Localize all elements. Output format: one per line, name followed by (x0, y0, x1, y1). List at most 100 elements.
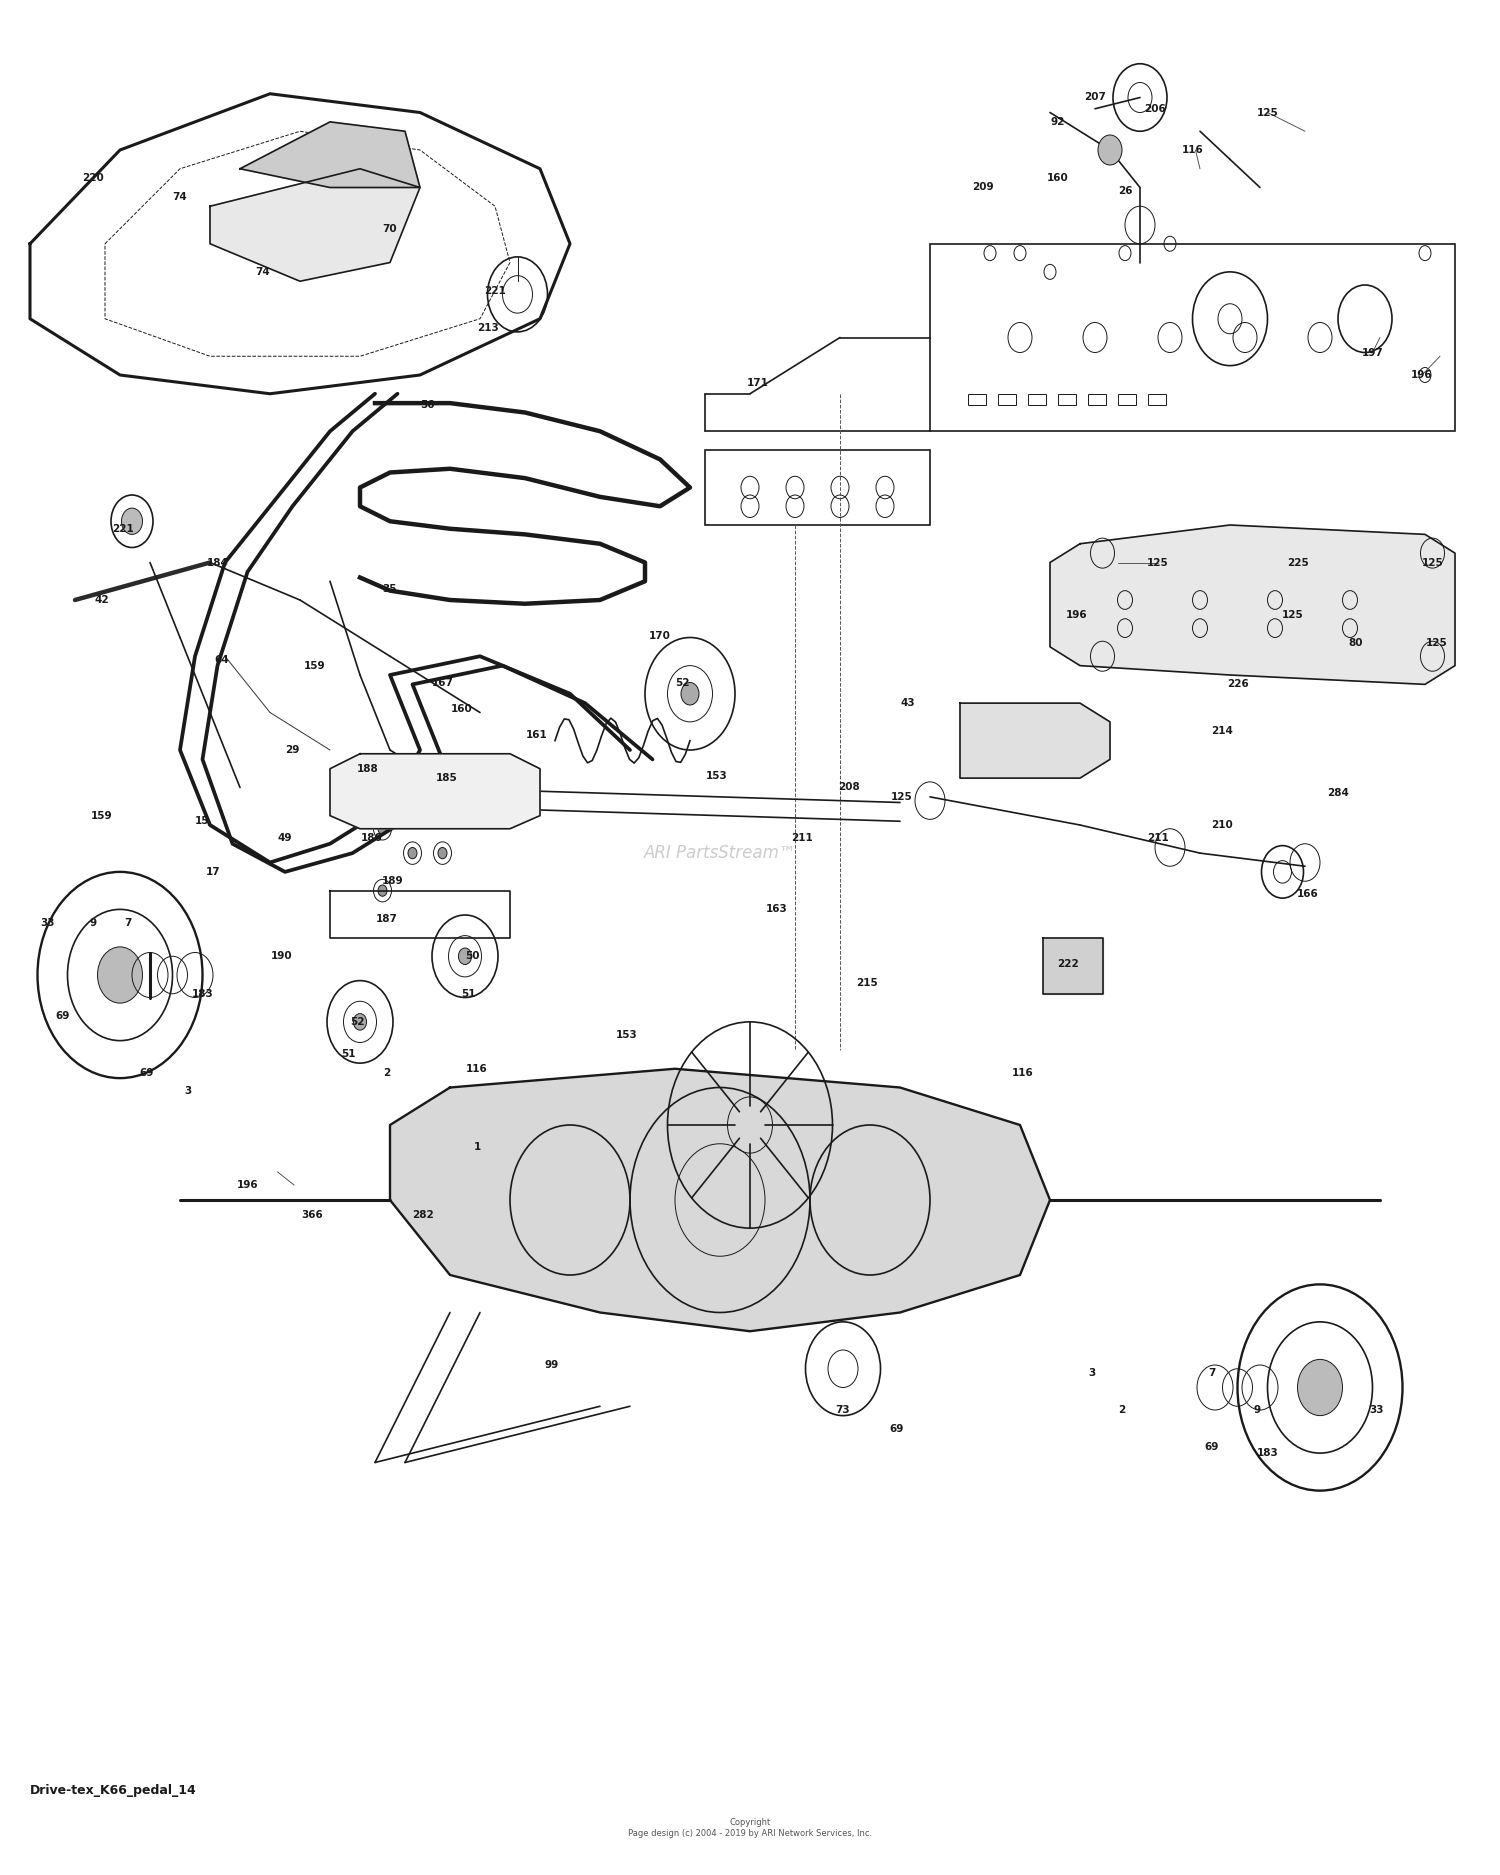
Polygon shape (210, 169, 420, 281)
Text: 64: 64 (214, 654, 230, 666)
Text: 159: 159 (304, 660, 326, 671)
Text: 69: 69 (890, 1423, 904, 1434)
Text: 207: 207 (1084, 92, 1106, 103)
Text: 170: 170 (650, 630, 670, 641)
Text: 160: 160 (1047, 172, 1068, 184)
Text: 116: 116 (1182, 144, 1203, 156)
Text: 214: 214 (1212, 726, 1233, 737)
Text: ARI PartsStream™: ARI PartsStream™ (644, 844, 796, 862)
Text: 225: 225 (1287, 557, 1308, 568)
Text: 161: 161 (526, 729, 548, 741)
Text: 183: 183 (1257, 1448, 1278, 1459)
Text: 188: 188 (357, 763, 378, 774)
Text: 166: 166 (1298, 889, 1318, 900)
Text: 51: 51 (460, 988, 476, 999)
Text: 52: 52 (675, 677, 690, 688)
Text: 163: 163 (766, 904, 788, 915)
Text: 282: 282 (413, 1209, 434, 1221)
Bar (1148, 394, 1166, 405)
Text: 7: 7 (124, 917, 130, 928)
Bar (1028, 394, 1045, 405)
Circle shape (122, 508, 142, 534)
Text: 69: 69 (1204, 1442, 1219, 1453)
Text: 208: 208 (839, 782, 860, 793)
Text: 1: 1 (474, 1142, 480, 1153)
Text: 2: 2 (1119, 1404, 1125, 1416)
Circle shape (1298, 1359, 1342, 1416)
Polygon shape (240, 122, 420, 188)
Circle shape (378, 823, 387, 834)
Text: 171: 171 (747, 377, 768, 388)
Text: 184: 184 (207, 557, 228, 568)
Text: 51: 51 (340, 1048, 356, 1059)
Text: 125: 125 (1426, 638, 1448, 649)
Text: 160: 160 (452, 703, 472, 714)
Polygon shape (330, 754, 540, 829)
Text: 284: 284 (1328, 788, 1348, 799)
Text: 153: 153 (706, 771, 728, 782)
Text: 189: 189 (382, 876, 404, 887)
Text: 197: 197 (1362, 347, 1383, 358)
Text: 210: 210 (1212, 819, 1233, 831)
Text: 196: 196 (1412, 369, 1432, 381)
Text: 99: 99 (544, 1359, 560, 1371)
Text: 366: 366 (302, 1209, 322, 1221)
Text: 125: 125 (1257, 107, 1278, 118)
Text: 222: 222 (1058, 958, 1078, 969)
Text: 3: 3 (184, 1086, 190, 1097)
Text: 33: 33 (40, 917, 56, 928)
Text: 167: 167 (432, 677, 453, 688)
Text: 15: 15 (195, 816, 210, 827)
Circle shape (303, 191, 357, 259)
Text: 52: 52 (350, 1016, 364, 1028)
Text: 26: 26 (1118, 186, 1132, 197)
Text: 2: 2 (384, 1067, 390, 1078)
Text: 17: 17 (206, 866, 220, 878)
Text: 125: 125 (891, 791, 912, 802)
Circle shape (681, 682, 699, 705)
Text: 70: 70 (382, 223, 398, 234)
Text: 221: 221 (484, 285, 506, 296)
Text: 3: 3 (1089, 1367, 1095, 1378)
Text: Copyright
Page design (c) 2004 - 2019 by ARI Network Services, Inc.: Copyright Page design (c) 2004 - 2019 by… (628, 1819, 872, 1838)
Text: 80: 80 (1348, 638, 1364, 649)
Text: 49: 49 (278, 832, 292, 844)
Text: 92: 92 (1050, 116, 1065, 128)
Text: 209: 209 (972, 182, 993, 193)
Bar (968, 394, 986, 405)
Bar (998, 394, 1016, 405)
Text: 153: 153 (616, 1029, 638, 1041)
Circle shape (98, 947, 142, 1003)
Text: 69: 69 (56, 1011, 70, 1022)
Text: 56: 56 (420, 399, 435, 411)
Text: 43: 43 (900, 698, 915, 709)
Polygon shape (1050, 525, 1455, 684)
Text: 69: 69 (140, 1067, 154, 1078)
Text: 9: 9 (1254, 1404, 1260, 1416)
Text: 159: 159 (92, 810, 112, 821)
Text: 211: 211 (1148, 832, 1168, 844)
Polygon shape (960, 703, 1110, 778)
Circle shape (459, 949, 471, 964)
Text: 215: 215 (856, 977, 877, 988)
Text: 116: 116 (1013, 1067, 1034, 1078)
Text: 29: 29 (285, 744, 300, 756)
Circle shape (408, 848, 417, 859)
Text: 125: 125 (1422, 557, 1443, 568)
Text: 125: 125 (1282, 609, 1304, 621)
Text: 226: 226 (1227, 679, 1248, 690)
Polygon shape (1042, 938, 1102, 994)
Text: 35: 35 (382, 583, 398, 594)
Text: 50: 50 (465, 951, 480, 962)
Circle shape (354, 1014, 366, 1029)
Text: 190: 190 (272, 951, 292, 962)
Text: Drive-tex_K66_pedal_14: Drive-tex_K66_pedal_14 (30, 1785, 196, 1796)
Text: 33: 33 (1370, 1404, 1384, 1416)
Bar (1088, 394, 1106, 405)
Bar (1118, 394, 1136, 405)
Polygon shape (390, 1069, 1050, 1331)
Text: 221: 221 (112, 523, 134, 534)
Text: 183: 183 (192, 988, 213, 999)
Text: 125: 125 (1148, 557, 1168, 568)
Text: 206: 206 (1144, 103, 1166, 114)
